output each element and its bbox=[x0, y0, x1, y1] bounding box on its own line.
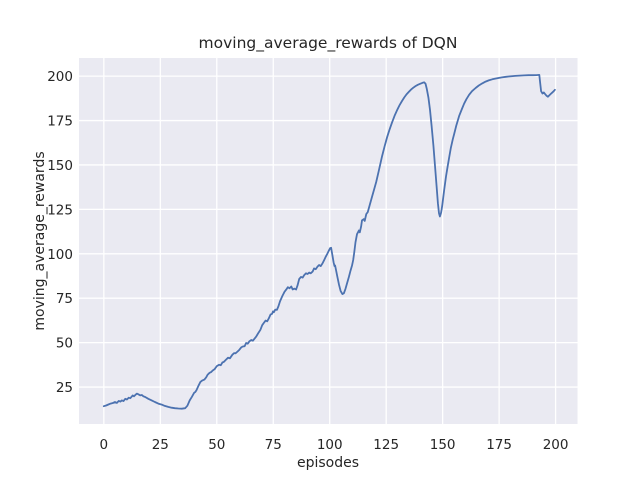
x-tick-labels: 0 25 50 75 100 125 150 175 200 bbox=[100, 437, 569, 453]
y-tick-label: 100 bbox=[47, 247, 73, 263]
data-series-group bbox=[102, 74, 556, 410]
x-axis-label: episodes bbox=[297, 455, 359, 471]
y-gridlines bbox=[79, 75, 578, 388]
x-tick-label: 175 bbox=[486, 437, 512, 453]
x-tick-label: 100 bbox=[317, 437, 343, 453]
x-tick-label: 0 bbox=[100, 437, 109, 453]
y-tick-label: 200 bbox=[47, 69, 73, 85]
y-tick-label: 150 bbox=[47, 158, 73, 174]
x-tick-label: 150 bbox=[430, 437, 456, 453]
chart-title: moving_average_rewards of DQN bbox=[199, 34, 458, 53]
x-tick-label: 125 bbox=[373, 437, 399, 453]
y-tick-label: 50 bbox=[56, 336, 73, 352]
x-tick-label: 75 bbox=[265, 437, 282, 453]
y-tick-label: 75 bbox=[56, 291, 73, 307]
x-tick-label: 200 bbox=[543, 437, 569, 453]
x-tick-label: 25 bbox=[152, 437, 169, 453]
y-axis-label: moving_average_rewards bbox=[32, 151, 48, 330]
plot-area bbox=[79, 58, 578, 424]
y-tick-label: 25 bbox=[56, 380, 73, 396]
x-gridlines bbox=[103, 58, 557, 424]
y-tick-labels: 25 50 75 100 125 150 175 200 bbox=[47, 69, 73, 396]
reward-line bbox=[102, 74, 556, 410]
y-tick-label: 125 bbox=[47, 202, 73, 218]
x-tick-label: 50 bbox=[208, 437, 225, 453]
y-tick-label: 175 bbox=[47, 114, 73, 130]
